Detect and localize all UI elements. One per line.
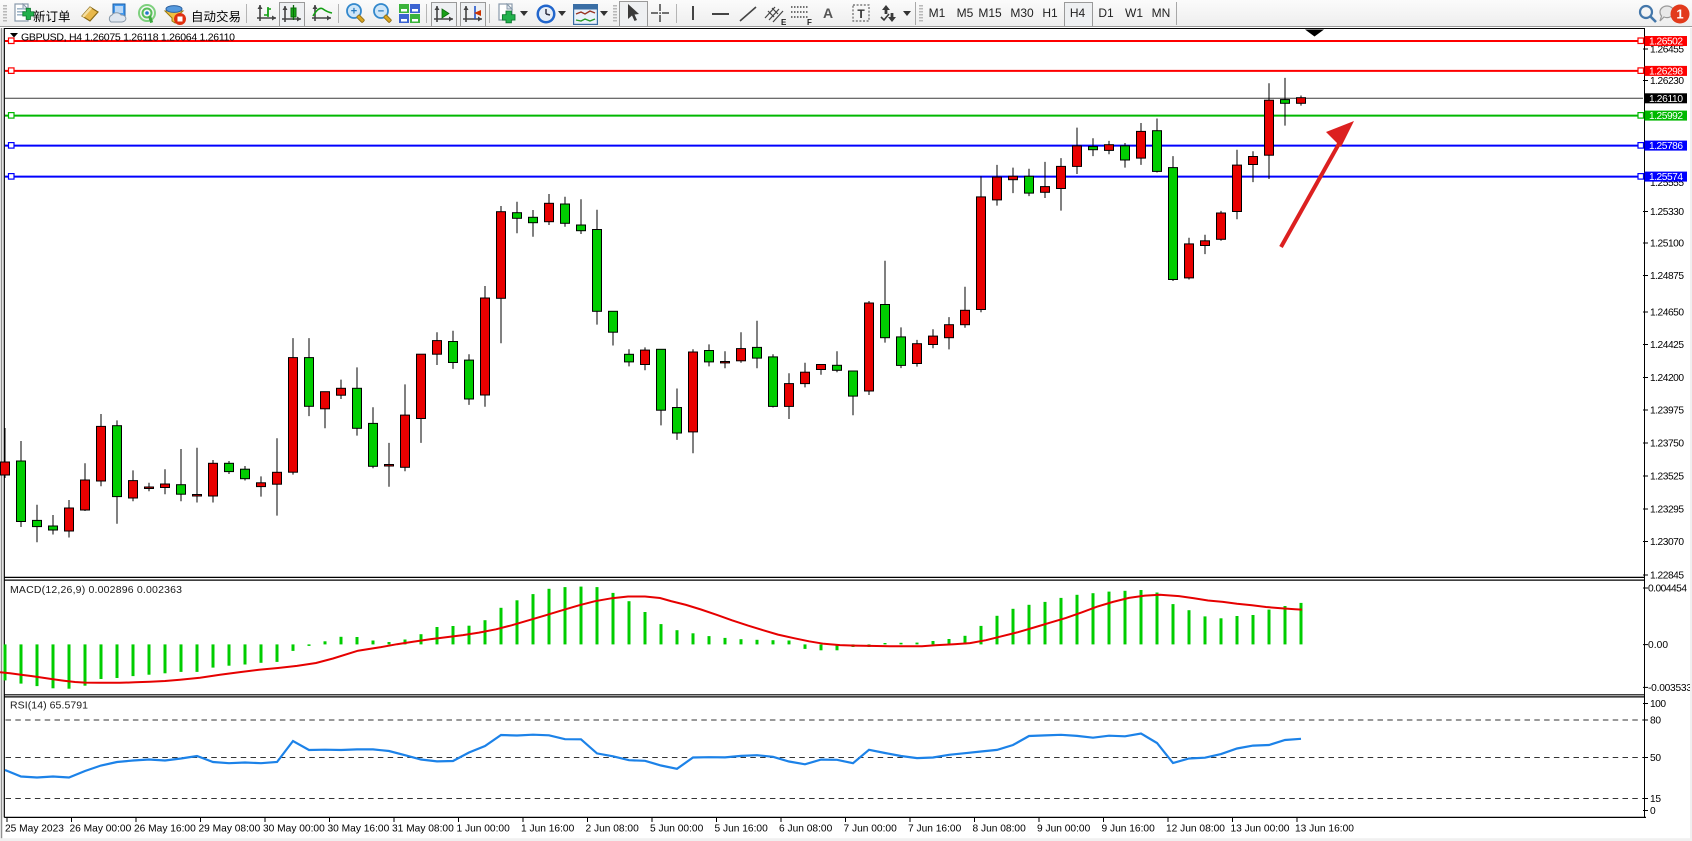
svg-text:1 Jun 00:00: 1 Jun 00:00 [457, 824, 511, 835]
svg-text:1.22845: 1.22845 [1650, 571, 1684, 582]
svg-text:1.26502: 1.26502 [1649, 37, 1683, 48]
svg-text:2 Jun 08:00: 2 Jun 08:00 [586, 824, 640, 835]
svg-text:25 May 2023: 25 May 2023 [5, 824, 64, 835]
svg-text:5 Jun 16:00: 5 Jun 16:00 [715, 824, 769, 835]
svg-text:5 Jun 00:00: 5 Jun 00:00 [650, 824, 704, 835]
svg-text:8 Jun 08:00: 8 Jun 08:00 [973, 824, 1027, 835]
svg-text:F: F [807, 18, 812, 26]
svg-text:100: 100 [1650, 699, 1666, 710]
svg-text:0.00: 0.00 [1648, 640, 1668, 651]
svg-text:1.23975: 1.23975 [1650, 406, 1684, 417]
svg-text:26 May 16:00: 26 May 16:00 [134, 824, 196, 835]
svg-text:1.23525: 1.23525 [1650, 472, 1684, 483]
svg-text:7 Jun 16:00: 7 Jun 16:00 [908, 824, 962, 835]
svg-text:−: − [378, 6, 384, 18]
svg-text:13 Jun 16:00: 13 Jun 16:00 [1295, 824, 1354, 835]
svg-text:MACD(12,26,9) 0.002896 0.00236: MACD(12,26,9) 0.002896 0.002363 [10, 584, 182, 596]
svg-text:1.25555: 1.25555 [1650, 178, 1684, 189]
svg-text:15: 15 [1650, 794, 1661, 805]
svg-text:1.25330: 1.25330 [1650, 207, 1684, 218]
svg-text:-0.003533: -0.003533 [1648, 683, 1692, 694]
svg-text:1.25100: 1.25100 [1650, 239, 1684, 250]
svg-text:1.23750: 1.23750 [1650, 439, 1684, 450]
svg-text:E: E [781, 18, 787, 26]
svg-text:1.24425: 1.24425 [1650, 340, 1684, 351]
svg-text:6 Jun 08:00: 6 Jun 08:00 [779, 824, 833, 835]
svg-text:1.24200: 1.24200 [1650, 373, 1684, 384]
svg-text:+: + [351, 6, 357, 18]
svg-text:9 Jun 00:00: 9 Jun 00:00 [1037, 824, 1091, 835]
svg-text:0: 0 [1650, 806, 1656, 817]
svg-text:13 Jun 00:00: 13 Jun 00:00 [1231, 824, 1290, 835]
svg-text:29 May 08:00: 29 May 08:00 [199, 824, 261, 835]
svg-text:T: T [857, 7, 865, 21]
svg-text:1.25786: 1.25786 [1649, 141, 1683, 152]
svg-text:1.26455: 1.26455 [1650, 45, 1684, 56]
svg-text:1.24875: 1.24875 [1650, 271, 1684, 282]
svg-text:50: 50 [1650, 753, 1661, 764]
svg-text:12 Jun 08:00: 12 Jun 08:00 [1166, 824, 1225, 835]
svg-text:1.26110: 1.26110 [1649, 94, 1683, 105]
svg-text:0.004454: 0.004454 [1648, 584, 1687, 595]
svg-text:1 Jun 16:00: 1 Jun 16:00 [521, 824, 575, 835]
svg-text:1.23070: 1.23070 [1650, 537, 1684, 548]
svg-text:1.26230: 1.26230 [1650, 76, 1684, 87]
svg-text:RSI(14) 65.5791: RSI(14) 65.5791 [10, 700, 88, 712]
svg-text:1.23295: 1.23295 [1650, 505, 1684, 516]
svg-text:1.25992: 1.25992 [1649, 111, 1683, 122]
svg-text:26 May 00:00: 26 May 00:00 [70, 824, 132, 835]
svg-text:80: 80 [1650, 716, 1661, 727]
svg-text:1.26298: 1.26298 [1649, 66, 1683, 77]
svg-text:7 Jun 00:00: 7 Jun 00:00 [844, 824, 898, 835]
svg-text:1: 1 [1676, 7, 1683, 22]
svg-text:9 Jun 16:00: 9 Jun 16:00 [1102, 824, 1156, 835]
svg-text:30 May 16:00: 30 May 16:00 [328, 824, 390, 835]
svg-text:30 May 00:00: 30 May 00:00 [263, 824, 325, 835]
svg-text:1.25574: 1.25574 [1649, 172, 1683, 183]
svg-text:GBPUSD, H4 1.26075 1.26118 1.: GBPUSD, H4 1.26075 1.26118 1.26064 1.261… [21, 32, 235, 44]
svg-text:1.24650: 1.24650 [1650, 308, 1684, 319]
svg-text:31 May 08:00: 31 May 08:00 [392, 824, 454, 835]
